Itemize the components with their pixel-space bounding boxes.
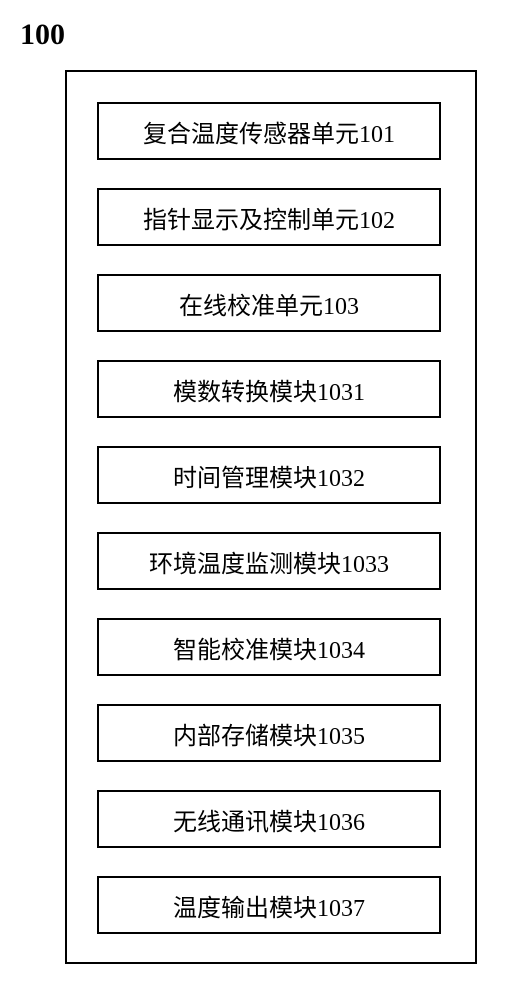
box-label: 复合温度传感器单元101: [143, 114, 395, 149]
box-label: 指针显示及控制单元102: [143, 200, 395, 235]
box-label: 智能校准模块1034: [173, 630, 365, 665]
box-calibration-unit: 在线校准单元103: [97, 274, 441, 332]
box-label: 内部存储模块1035: [173, 716, 365, 751]
box-smart-cal-module: 智能校准模块1034: [97, 618, 441, 676]
box-wireless-module: 无线通讯模块1036: [97, 790, 441, 848]
box-label: 环境温度监测模块1033: [149, 544, 389, 579]
box-sensor-unit: 复合温度传感器单元101: [97, 102, 441, 160]
box-env-temp-module: 环境温度监测模块1033: [97, 532, 441, 590]
box-label: 模数转换模块1031: [173, 372, 365, 407]
box-time-mgmt-module: 时间管理模块1032: [97, 446, 441, 504]
box-adc-module: 模数转换模块1031: [97, 360, 441, 418]
box-label: 无线通讯模块1036: [173, 802, 365, 837]
box-label: 时间管理模块1032: [173, 458, 365, 493]
box-display-control-unit: 指针显示及控制单元102: [97, 188, 441, 246]
box-label: 温度输出模块1037: [173, 888, 365, 923]
box-temp-output-module: 温度输出模块1037: [97, 876, 441, 934]
box-label: 在线校准单元103: [179, 286, 359, 321]
diagram-title: 100: [20, 18, 65, 52]
box-storage-module: 内部存储模块1035: [97, 704, 441, 762]
